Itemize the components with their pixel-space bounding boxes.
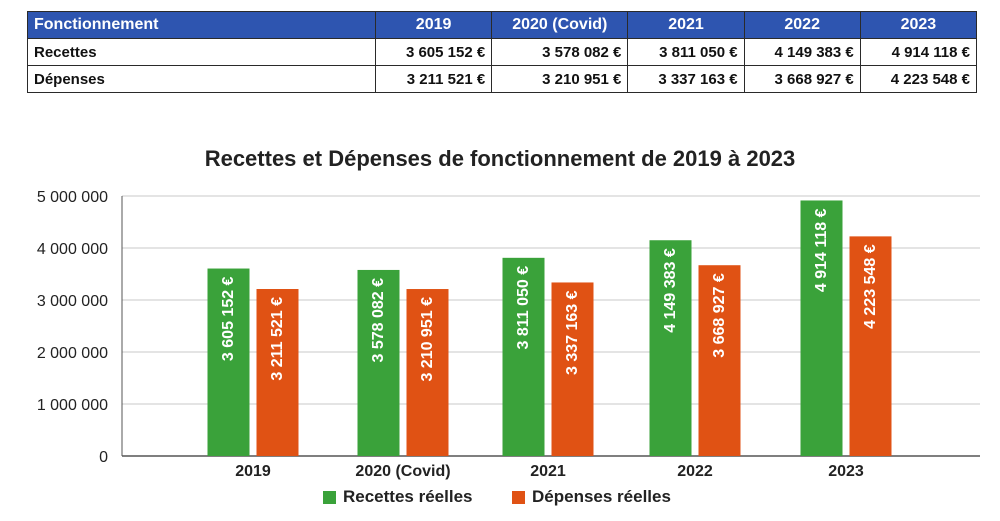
legend-swatch	[323, 491, 336, 504]
bar-depenses	[849, 236, 892, 456]
table-header-row: Fonctionnement 2019 2020 (Covid) 2021 20…	[27, 11, 978, 39]
bar-data-label: 4 149 383 €	[662, 248, 679, 333]
bar-depenses	[551, 282, 594, 456]
table-cell: 4 914 118 €	[859, 38, 978, 66]
bar-data-label: 3 605 152 €	[220, 276, 237, 361]
table-cell: 3 210 951 €	[491, 65, 629, 93]
bar-data-label: 4 223 548 €	[862, 244, 879, 329]
header-cell-2022: 2022	[743, 11, 861, 39]
bar-data-label: 3 337 163 €	[564, 290, 581, 375]
table-row-recettes: Recettes 3 605 152 € 3 578 082 € 3 811 0…	[27, 38, 978, 66]
y-tick-label: 5 000 000	[37, 189, 108, 206]
bar-recettes	[357, 269, 400, 456]
bar-recettes	[502, 257, 545, 456]
y-tick-label: 0	[99, 449, 108, 466]
bar-depenses	[698, 265, 741, 456]
chart-title: Recettes et Dépenses de fonctionnement d…	[205, 146, 796, 171]
header-cell-2023: 2023	[859, 11, 978, 39]
table-cell: 4 223 548 €	[859, 65, 978, 93]
y-tick-label: 2 000 000	[37, 345, 108, 362]
y-tick-label: 1 000 000	[37, 397, 108, 414]
bar-data-label: 3 211 521 €	[269, 297, 286, 381]
x-tick-label: 2023	[828, 463, 864, 480]
header-cell-2020: 2020 (Covid)	[491, 11, 629, 39]
bar-recettes	[207, 268, 250, 456]
legend-label: Recettes réelles	[343, 487, 472, 506]
bar-chart: Recettes et Dépenses de fonctionnement d…	[37, 146, 980, 506]
header-cell-2019: 2019	[374, 11, 493, 39]
table-cell: 3 668 927 €	[743, 65, 861, 93]
x-tick-label: 2021	[530, 463, 566, 480]
bar-recettes	[800, 200, 843, 456]
table-cell: 3 811 050 €	[627, 38, 745, 66]
bar-depenses	[256, 289, 299, 456]
row-label-depenses: Dépenses	[27, 65, 376, 93]
bar-data-label: 3 668 927 €	[711, 273, 728, 358]
bar-depenses	[406, 289, 449, 456]
table-cell: 3 578 082 €	[491, 38, 629, 66]
table-cell: 3 337 163 €	[627, 65, 745, 93]
x-tick-label: 2022	[677, 463, 713, 480]
x-tick-label: 2019	[235, 463, 271, 480]
fonctionnement-table: Fonctionnement 2019 2020 (Covid) 2021 20…	[27, 11, 978, 93]
table-cell: 3 605 152 €	[374, 38, 493, 66]
row-label-recettes: Recettes	[27, 38, 376, 66]
y-tick-label: 4 000 000	[37, 241, 108, 258]
legend-label: Dépenses réelles	[532, 487, 671, 506]
bar-data-label: 3 210 951 €	[419, 297, 436, 382]
bar-recettes	[649, 240, 692, 456]
bar-data-label: 3 811 050 €	[515, 266, 532, 350]
y-tick-label: 3 000 000	[37, 293, 108, 310]
table-row-depenses: Dépenses 3 211 521 € 3 210 951 € 3 337 1…	[27, 65, 978, 93]
bar-data-label: 4 914 118 €	[813, 208, 830, 292]
header-cell-fonctionnement: Fonctionnement	[27, 11, 376, 39]
table-cell: 3 211 521 €	[374, 65, 493, 93]
table-cell: 4 149 383 €	[743, 38, 861, 66]
x-tick-label: 2020 (Covid)	[355, 463, 450, 480]
legend-swatch	[512, 491, 525, 504]
bar-data-label: 3 578 082 €	[370, 278, 387, 363]
header-cell-2021: 2021	[627, 11, 745, 39]
